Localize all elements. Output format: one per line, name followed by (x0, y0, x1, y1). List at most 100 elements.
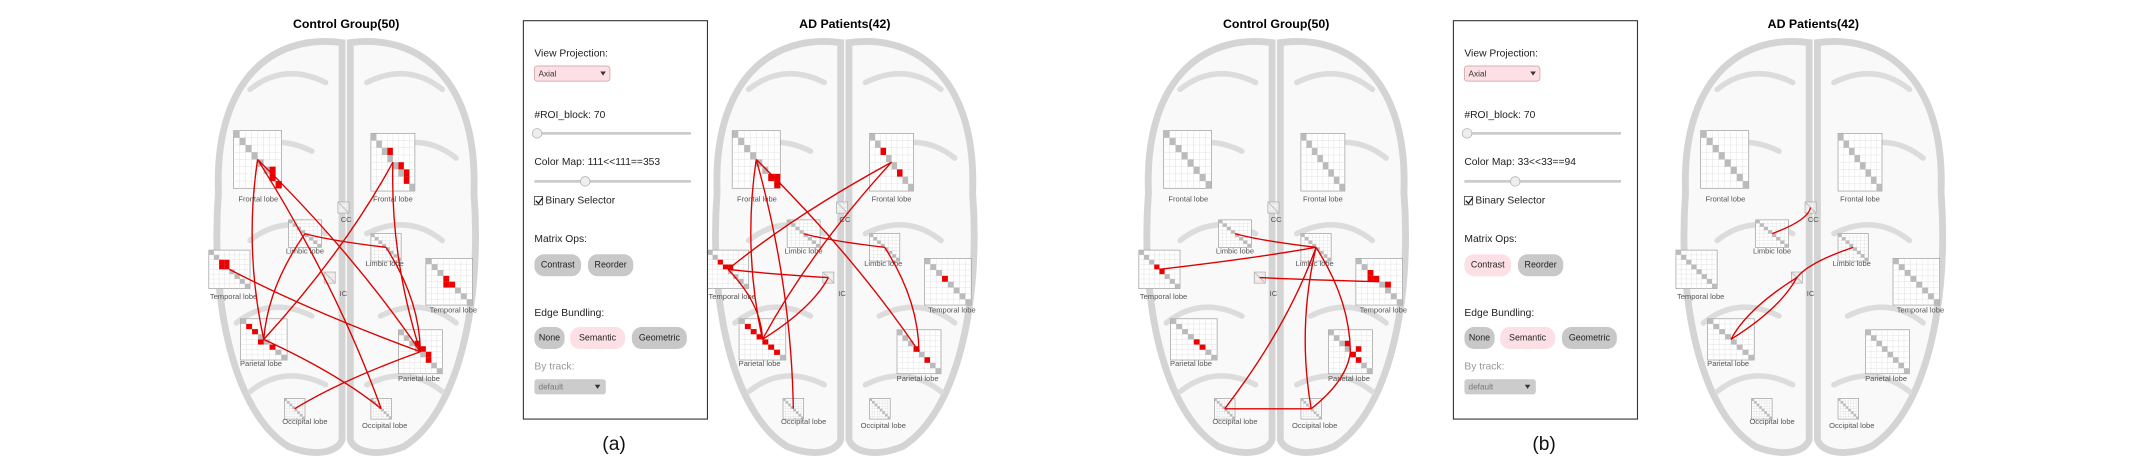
edge (263, 338, 382, 410)
matrix-diagonal (902, 176, 909, 184)
matrix-diagonal (340, 204, 343, 207)
matrix-diagonal (965, 299, 972, 306)
matrix-cell (750, 329, 757, 335)
roi-matrix (786, 219, 821, 248)
button[interactable] (1464, 254, 1512, 277)
matrix-diagonal (873, 237, 878, 241)
matrix-diagonal (787, 219, 792, 224)
matrix-cell (1350, 351, 1356, 358)
matrix-diagonal (1736, 344, 1743, 350)
button[interactable] (534, 327, 565, 350)
edge (727, 268, 764, 340)
button[interactable] (570, 327, 626, 350)
matrix-cell (942, 275, 948, 282)
button-label: Geometric (639, 332, 681, 342)
matrix-diagonal (815, 243, 821, 248)
matrix-cell (1159, 269, 1165, 275)
matrix-diagonal (1691, 264, 1697, 270)
matrix-diagonal (1169, 278, 1175, 284)
matrix-diagonal (1800, 281, 1803, 284)
checkbox[interactable] (1463, 196, 1474, 206)
matrix-cell (425, 351, 432, 358)
matrix-diagonal (1763, 226, 1768, 231)
lobe-label: Limbic lobe (366, 259, 404, 268)
matrix-diagonal (1227, 411, 1230, 414)
matrix-diagonal (880, 243, 885, 248)
checkbox[interactable] (533, 196, 544, 206)
matrix-diagonal (1396, 299, 1403, 306)
matrix-diagonal (1776, 237, 1781, 241)
matrix-diagonal (229, 269, 235, 275)
matrix-diagonal (732, 130, 739, 138)
matrix-diagonal (832, 281, 834, 284)
edge (256, 159, 382, 410)
button[interactable] (1464, 327, 1495, 350)
matrix-diagonal (1317, 154, 1323, 163)
projection-select[interactable] (534, 65, 611, 82)
edge (755, 158, 920, 353)
button[interactable] (1561, 327, 1617, 350)
matrix-diagonal (1903, 368, 1910, 374)
lobe-label: Parietal lobe (240, 359, 282, 368)
matrix-diagonal (1811, 208, 1814, 211)
matrix-diagonal (1205, 349, 1212, 355)
matrix-diagonal (869, 233, 874, 238)
matrix-diagonal (811, 240, 816, 244)
lobe-label: Limbic lobe (1296, 259, 1334, 268)
matrix-diagonal (1748, 354, 1755, 361)
gyrus (364, 70, 446, 93)
lobe-label: Frontal lobe (1303, 194, 1343, 203)
matrix-diagonal (1176, 323, 1183, 330)
matrix-diagonal (1707, 318, 1714, 324)
slider-handle[interactable] (580, 176, 591, 187)
matrix-diagonal (374, 237, 379, 241)
roi-matrix (1218, 219, 1252, 248)
matrix-diagonal (744, 145, 751, 153)
matrix-diagonal (1860, 254, 1865, 258)
matrix-diagonal (370, 398, 374, 402)
matrix-diagonal (1849, 243, 1854, 248)
matrix-diagonal (1312, 243, 1317, 248)
matrix-diagonal (1755, 219, 1760, 224)
roi-matrix (233, 130, 282, 189)
matrix-diagonal (836, 202, 838, 204)
edge (755, 159, 795, 409)
slider-handle[interactable] (1461, 128, 1473, 139)
button[interactable] (631, 327, 687, 350)
matrix-diagonal (1865, 169, 1872, 177)
matrix-diagonal (1848, 408, 1851, 412)
matrix-diagonal (1222, 223, 1227, 227)
slider-handle[interactable] (1510, 176, 1521, 187)
gyrus (1163, 304, 1245, 326)
matrix-diagonal (1933, 299, 1940, 306)
matrix-cell (443, 281, 450, 288)
matrix-cell (387, 147, 393, 155)
projection-select[interactable] (1464, 65, 1541, 82)
button[interactable] (1500, 327, 1556, 350)
matrix-diagonal (1780, 240, 1785, 244)
button[interactable] (1517, 254, 1564, 277)
matrix-diagonal (1712, 283, 1718, 289)
slider-handle[interactable] (531, 128, 543, 139)
button[interactable] (587, 254, 634, 277)
matrix-diagonal (844, 210, 847, 212)
matrix-diagonal (346, 210, 348, 212)
track-select[interactable] (534, 379, 606, 395)
matrix-diagonal (1766, 413, 1770, 417)
matrix-diagonal (1216, 401, 1220, 404)
roi-matrix (1892, 258, 1941, 306)
track-select[interactable] (1464, 379, 1536, 395)
matrix-diagonal (1211, 354, 1218, 361)
matrix-diagonal (783, 398, 786, 402)
matrix-diagonal (875, 140, 881, 148)
matrix-cell (269, 166, 276, 174)
matrix-diagonal (1892, 258, 1899, 265)
matrix-diagonal (738, 278, 744, 284)
matrix-diagonal (839, 204, 841, 207)
matrix-diagonal (300, 230, 305, 234)
edge (1310, 351, 1352, 410)
roi-matrix (1163, 130, 1212, 189)
matrix-diagonal (1876, 340, 1883, 347)
button[interactable] (534, 254, 582, 277)
gyrus (876, 304, 958, 326)
